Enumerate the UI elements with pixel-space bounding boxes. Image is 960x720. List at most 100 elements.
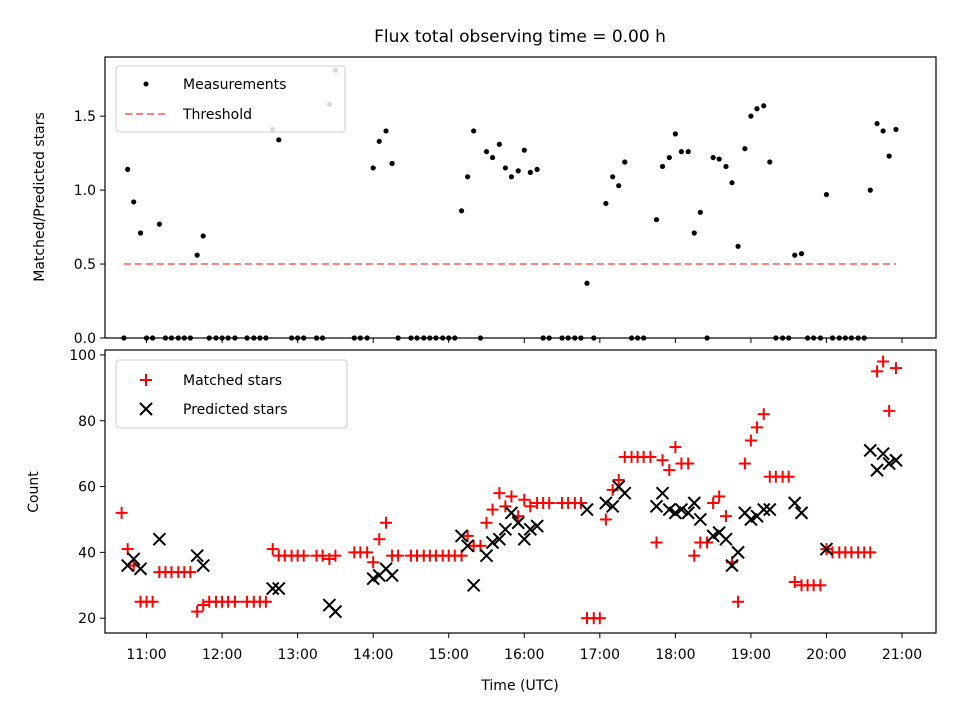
bottom-y-tick-label: 60 (78, 480, 96, 496)
matched-star-point (480, 516, 493, 529)
matched-star-point (146, 595, 159, 608)
predicted-star-point (693, 512, 708, 527)
matched-star-point (864, 546, 877, 559)
predicted-star-point (190, 548, 204, 563)
measurement-point (471, 128, 477, 134)
predicted-star-point (266, 581, 280, 596)
measurement-point (194, 252, 200, 258)
measurement-point (546, 335, 552, 341)
measurement-point (156, 221, 162, 227)
measurement-point (742, 146, 748, 152)
measurement-point (408, 335, 414, 341)
measurement-point (175, 335, 181, 341)
matched-star-point (732, 595, 745, 608)
top-legend: Measurements Threshold (115, 65, 346, 133)
measurement-point (559, 335, 565, 341)
measurement-point (691, 230, 697, 236)
x-tick-label: 16:00 (504, 647, 544, 663)
measurement-point (659, 163, 666, 170)
predicted-star-point (517, 532, 531, 546)
measurement-point (848, 335, 854, 341)
measurement-point (792, 252, 798, 258)
predicted-star-point (523, 522, 538, 537)
x-tick-label: 20:00 (806, 647, 846, 663)
legend-marker-predicted-stars (139, 402, 153, 416)
matched-star-point (266, 543, 279, 556)
measurement-point (121, 335, 127, 341)
matched-star-point (574, 497, 587, 510)
measurement-point (446, 335, 452, 341)
measurement-point (861, 335, 867, 341)
measurement-point (616, 183, 622, 189)
legend-marker-matched-stars (140, 374, 152, 386)
matched-star-point (197, 599, 210, 612)
measurement-point (622, 159, 628, 165)
measurement-point (823, 191, 830, 198)
bottom-y-axis-label: Count (26, 471, 42, 513)
measurement-point (716, 156, 722, 162)
x-tick-label: 11:00 (126, 647, 166, 663)
measurement-point (591, 335, 597, 341)
predicted-star-point (492, 532, 507, 546)
matched-star-point (543, 497, 556, 510)
legend-label-threshold: Threshold (182, 107, 252, 123)
matched-star-point (663, 464, 676, 477)
measurement-point (521, 147, 527, 153)
bottom-y-tick-label: 80 (78, 414, 96, 430)
measurement-point (162, 335, 169, 341)
measurement-point (804, 335, 811, 341)
measurement-point (527, 169, 533, 175)
measurement-point (666, 154, 672, 161)
matched-star-point (738, 457, 751, 470)
predicted-star-point (889, 453, 903, 467)
x-tick-label: 14:00 (353, 647, 393, 663)
predicted-star-point (687, 496, 701, 510)
x-tick-label: 13:00 (277, 647, 317, 663)
matched-star-point (744, 434, 757, 447)
measurement-point (767, 159, 773, 165)
measurement-point (465, 174, 471, 180)
measurement-point (723, 163, 729, 170)
matched-star-point (656, 454, 669, 467)
measurement-point (735, 243, 741, 249)
predicted-star-point (466, 578, 481, 592)
predicted-star-point (511, 516, 525, 530)
measurement-point (761, 103, 767, 109)
measurement-point (357, 335, 363, 341)
matched-star-point (461, 529, 474, 542)
measurement-point (257, 335, 263, 341)
measurement-point (610, 174, 616, 180)
matched-star-point (259, 595, 272, 608)
predicted-star-point (460, 539, 475, 553)
x-tick-label: 19:00 (731, 647, 771, 663)
measurement-point (754, 106, 760, 112)
bottom-x-ticks: 11:00 12:00 13:00 14:00 15:00 16:00 17:00 18:00… (126, 633, 922, 663)
matched-star-point (493, 487, 506, 500)
measurement-point (458, 208, 465, 214)
matched-star-point (115, 506, 128, 519)
bottom-legend-box (115, 359, 348, 429)
measurement-point (603, 200, 609, 207)
top-plot-marks (121, 67, 899, 341)
measurement-point (508, 174, 515, 180)
measurement-point (149, 335, 156, 341)
measurement-point (710, 154, 716, 161)
predicted-star-point (530, 519, 544, 533)
x-tick-label: 15:00 (429, 647, 469, 663)
matched-star-point (750, 421, 763, 434)
predicted-star-point (479, 548, 494, 563)
measurement-point (389, 160, 395, 167)
measurement-point (817, 335, 824, 341)
matched-star-point (713, 490, 726, 503)
x-tick-label: 18:00 (655, 647, 695, 663)
predicted-star-point (876, 446, 890, 461)
x-axis-label: Time (UTC) (480, 678, 558, 694)
measurement-point (867, 187, 873, 193)
predicted-star-point (328, 604, 343, 619)
matched-star-point (644, 450, 657, 463)
measurement-point (288, 335, 295, 341)
predicted-star-point (272, 581, 286, 596)
matched-star-point (612, 473, 625, 486)
measurement-point (351, 335, 357, 341)
